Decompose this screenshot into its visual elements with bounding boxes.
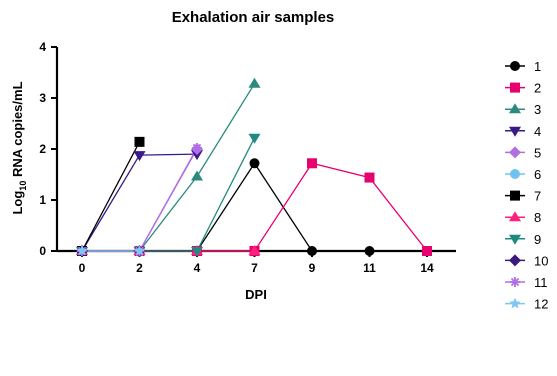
legend-item-7: 7	[505, 189, 541, 204]
y-axis-label-rest: RNA copies/mL	[10, 81, 25, 180]
legend-label: 12	[534, 297, 548, 312]
y-tick-label: 1	[39, 193, 46, 207]
x-tick-label: 0	[79, 261, 86, 275]
series-line-4	[81, 153, 198, 252]
data-point-series-3	[191, 170, 203, 181]
data-point-series-9	[191, 247, 203, 257]
legend-marker	[509, 234, 521, 245]
series-line-2	[82, 162, 428, 252]
y-tick-label: 4	[39, 40, 46, 54]
legend-marker	[510, 82, 520, 93]
data-point-series-7	[134, 136, 145, 147]
legend-marker	[509, 297, 521, 309]
legend-item-1: 1	[505, 59, 541, 74]
legend-item-3: 3	[505, 102, 541, 117]
y-tick-label: 0	[39, 244, 46, 258]
legend-marker	[510, 190, 520, 201]
data-point-series-1	[249, 158, 260, 169]
data-point-series-8	[248, 245, 261, 255]
x-tick-label: 11	[363, 261, 376, 275]
x-tick-label: 7	[251, 261, 258, 275]
legend-marker	[509, 146, 521, 159]
data-point-series-2	[307, 158, 317, 169]
data-point-series-4	[133, 151, 146, 162]
legend-marker	[509, 254, 521, 267]
legend-label: 11	[534, 275, 548, 290]
legend-marker	[509, 126, 521, 137]
y-axis-label-main: Log	[10, 191, 25, 215]
x-tick-label: 9	[309, 261, 316, 275]
series-markers	[76, 77, 432, 257]
legend-label: 3	[534, 102, 541, 117]
legend-label: 7	[534, 189, 541, 204]
data-point-series-12	[133, 245, 146, 256]
legend-marker	[510, 61, 520, 71]
data-point-series-2	[364, 172, 375, 183]
x-axis-label: DPI	[245, 287, 267, 302]
data-point-series-9	[248, 133, 261, 144]
legend-item-5: 5	[505, 145, 541, 160]
legend-label: 6	[534, 167, 541, 182]
chart-title: Exhalation air samples	[172, 9, 335, 26]
y-axis-label-subscript: 10	[18, 181, 28, 191]
legend-label: 9	[534, 232, 541, 247]
legend-item-4: 4	[505, 124, 541, 139]
legend-item-8: 8	[505, 210, 541, 225]
legend-label: 1	[534, 59, 541, 74]
legend-label: 2	[534, 81, 541, 96]
data-point-series-3	[248, 77, 261, 88]
legend-item-2: 2	[505, 81, 541, 96]
y-tick-label: 2	[39, 142, 46, 156]
series-line-3	[82, 83, 256, 252]
y-axis-label: Log10 RNA copies/mL	[10, 81, 28, 214]
y-ticks: 0 1 2 3 4	[39, 40, 57, 258]
data-point-series-4	[191, 150, 203, 161]
data-point-series-2	[422, 246, 432, 256]
legend-label: 8	[534, 210, 541, 225]
legend-item-11: 11	[505, 275, 548, 290]
series-line-1	[82, 162, 427, 252]
y-tick-label: 3	[39, 91, 46, 105]
series-line-5	[82, 148, 198, 252]
legend-marker	[510, 169, 520, 179]
legend-item-10: 10	[505, 253, 548, 268]
legend-marker	[510, 277, 520, 287]
legend-item-9: 9	[505, 232, 541, 247]
data-point-series-1	[307, 246, 317, 256]
data-point-series-12	[76, 245, 88, 256]
legend-item-6: 6	[505, 167, 541, 182]
plot-area: 0 1 2 3 4 0 2 4 7 9 11 14	[39, 40, 456, 275]
x-tick-label: 14	[420, 261, 434, 275]
legend-marker	[509, 103, 521, 114]
series-line-7	[81, 141, 141, 252]
legend-label: 4	[534, 124, 541, 139]
data-point-series-11	[192, 142, 202, 153]
data-point-series-1	[364, 246, 375, 256]
legend-label: 10	[534, 253, 548, 268]
legend-marker	[509, 211, 521, 222]
x-tick-label: 4	[194, 261, 201, 275]
x-tick-label: 2	[136, 261, 143, 275]
legend-item-12: 12	[505, 297, 548, 312]
legend-label: 5	[534, 145, 541, 160]
